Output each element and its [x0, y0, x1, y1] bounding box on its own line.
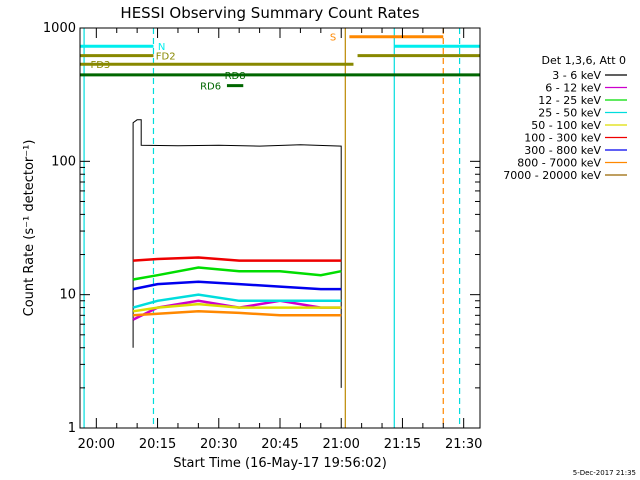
x-tick-label-2130: 21:30: [445, 437, 482, 452]
y-tick-label-1: 1: [68, 421, 76, 436]
x-tick-label-2115: 21:15: [384, 437, 421, 452]
y-axis-label: Count Rate (s⁻¹ detector⁻¹): [22, 140, 37, 317]
series-line-800-7000-kev-0: [133, 310, 342, 317]
flag-label-fd2: FD2: [156, 52, 176, 63]
legend-label-3-6-kev: 3 - 6 keV: [552, 69, 601, 82]
y-axis: 1 10 100 1000: [43, 21, 480, 436]
plot-area: N S FD2 FD3 RD8 RD6: [80, 28, 480, 428]
legend-label-25-50-kev: 25 - 50 keV: [538, 107, 601, 120]
y-tick-label-1000: 1000: [43, 21, 76, 36]
series-line-50-100-kev-0: [132, 302, 342, 313]
legend-label-6-12-kev: 6 - 12 keV: [545, 82, 601, 95]
x-tick-label-2000: 20:00: [78, 437, 115, 452]
legend-label-800-7000-kev: 800 - 7000 keV: [517, 157, 601, 170]
y-tick-label-100: 100: [51, 154, 76, 169]
flag-label-s: S: [330, 33, 336, 44]
flag-label-rd8: RD8: [225, 71, 246, 82]
legend-label-300-800-kev: 300 - 800 keV: [524, 144, 601, 157]
flag-label-n: N: [158, 42, 165, 53]
flag-label-rd6: RD6: [200, 82, 221, 93]
series-line-100-300-kev-0: [133, 256, 342, 262]
legend-label-50-100-kev: 50 - 100 keV: [531, 119, 601, 132]
legend-title: Det 1,3,6, Att 0: [542, 54, 626, 67]
x-tick-label-2045: 20:45: [261, 437, 298, 452]
x-axis: 20:00 20:15 20:30 20:45 21:00 21:15 21:30: [78, 28, 482, 452]
series-line-300-800-kev-0: [132, 280, 342, 291]
footer-date: 5-Dec-2017 21:35: [573, 469, 636, 477]
x-axis-label: Start Time (16-May-17 19:56:02): [173, 456, 387, 471]
series-line-3-6-kev-0: [132, 119, 342, 388]
series-line-25-50-kev-0: [132, 293, 342, 309]
x-tick-label-2015: 20:15: [139, 437, 176, 452]
x-tick-label-2100: 21:00: [322, 437, 359, 452]
x-tick-label-2030: 20:30: [200, 437, 237, 452]
legend-label-12-25-kev: 12 - 25 keV: [538, 94, 601, 107]
chart-title: HESSI Observing Summary Count Rates: [120, 4, 419, 22]
y-tick-label-10: 10: [59, 288, 76, 303]
flag-label-fd3: FD3: [90, 60, 110, 71]
series-line-12-25-kev-0: [132, 266, 342, 281]
legend-label-100-300-kev: 100 - 300 keV: [524, 132, 601, 145]
legend-label-7000-20000-kev: 7000 - 20000 keV: [503, 169, 601, 182]
